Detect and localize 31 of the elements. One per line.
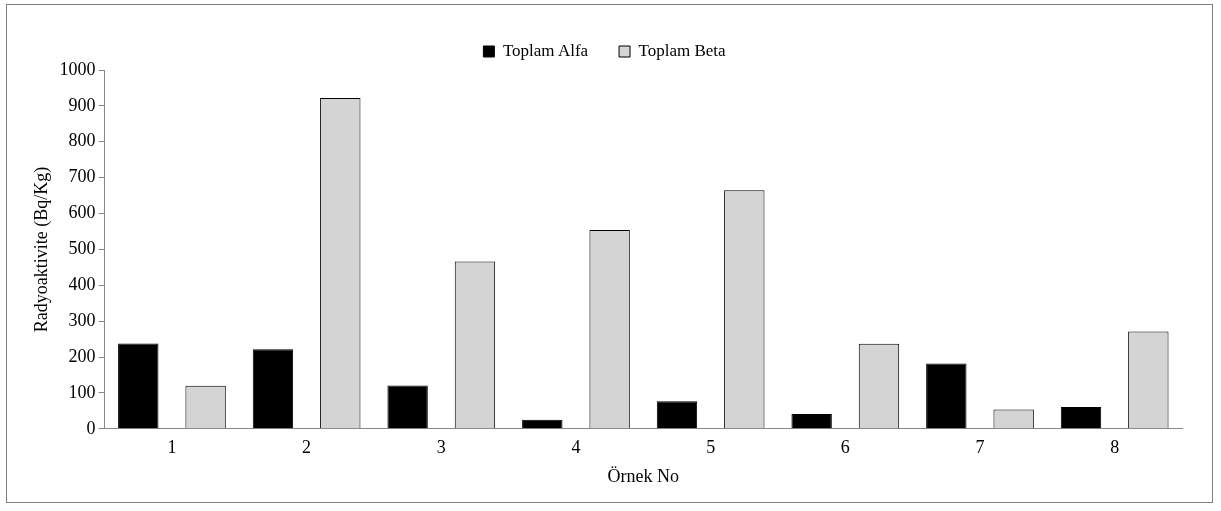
bar bbox=[926, 363, 967, 429]
x-tick-label: 3 bbox=[436, 437, 446, 458]
x-tick-label: 8 bbox=[1110, 437, 1120, 458]
y-tick-label: 1000 bbox=[59, 58, 96, 79]
y-tick-label: 800 bbox=[68, 130, 96, 151]
x-tick-label: 6 bbox=[840, 437, 850, 458]
x-tick-label: 4 bbox=[571, 437, 581, 458]
x-tick-label: 1 bbox=[167, 437, 177, 458]
legend-label: Toplam Alfa bbox=[502, 40, 589, 60]
bar bbox=[252, 349, 294, 429]
y-tick-label: 100 bbox=[68, 381, 96, 402]
y-tick-label: 600 bbox=[68, 202, 96, 223]
bar bbox=[656, 401, 698, 429]
x-axis-title: Örnek No bbox=[607, 465, 680, 486]
x-tick-label: 5 bbox=[706, 437, 716, 458]
y-tick-label: 400 bbox=[68, 274, 96, 295]
bar bbox=[791, 414, 832, 429]
y-axis-title: Radyoaktivite (Bq/Kg) bbox=[30, 166, 52, 333]
legend-label: Toplam Beta bbox=[638, 40, 727, 60]
bar bbox=[118, 343, 159, 429]
bar bbox=[522, 419, 563, 429]
y-tick-label: 500 bbox=[68, 238, 96, 259]
y-tick-label: 700 bbox=[68, 166, 96, 187]
y-tick-label: 900 bbox=[68, 94, 96, 115]
y-tick-label: 200 bbox=[68, 345, 96, 366]
bar bbox=[387, 385, 428, 429]
x-tick-label: 2 bbox=[302, 437, 312, 458]
x-tick-label: 7 bbox=[975, 437, 985, 458]
y-tick-label: 300 bbox=[68, 309, 96, 330]
bar bbox=[1060, 406, 1102, 429]
y-tick-label: 0 bbox=[86, 417, 96, 438]
